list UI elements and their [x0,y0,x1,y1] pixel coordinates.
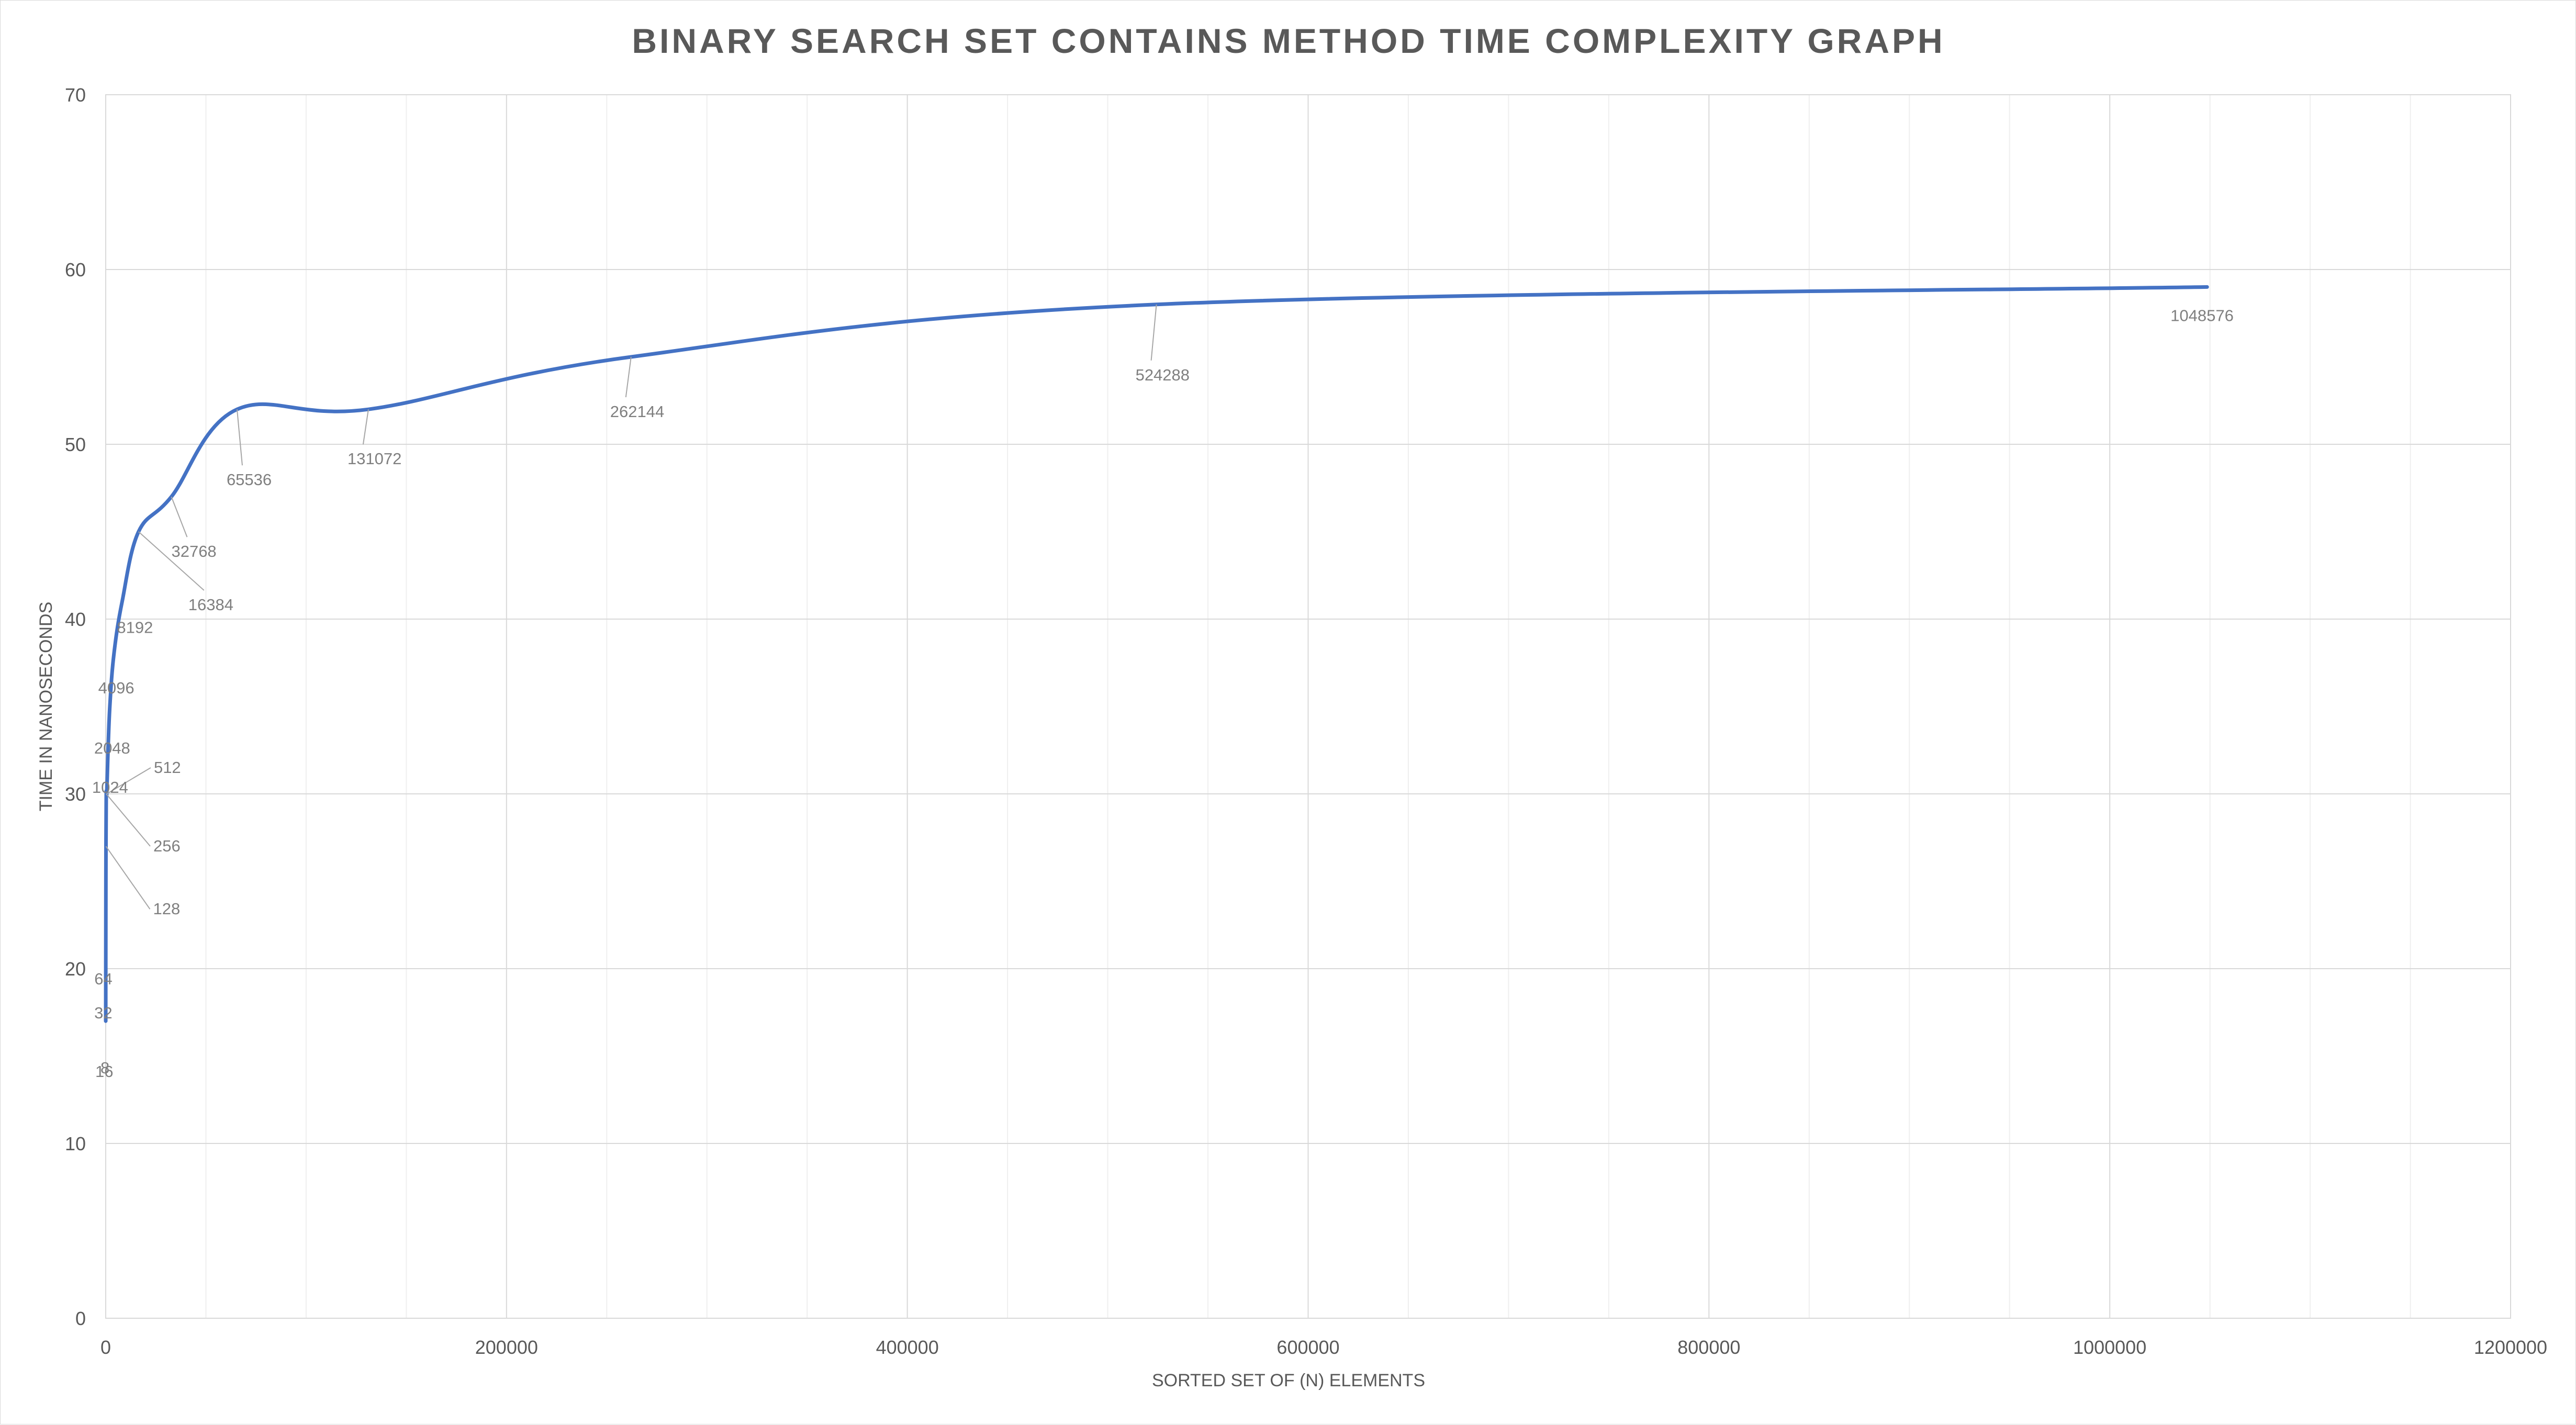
chart-title: BINARY SEARCH SET CONTAINS METHOD TIME C… [632,21,1945,60]
data-label: 65536 [227,470,272,489]
data-label: 256 [153,837,181,855]
x-tick-label: 1200000 [2474,1337,2547,1358]
data-label-leader [106,767,151,794]
x-tick-label: 800000 [1677,1337,1740,1358]
data-label-leader [625,356,632,398]
data-label: 8 [100,1059,109,1077]
data-label: 4096 [98,679,135,697]
series-line [104,285,2209,1023]
data-label: 131072 [348,450,401,468]
data-label: 8192 [117,619,153,637]
x-tick-label: 0 [100,1337,111,1358]
plot-area-border [105,94,2511,1319]
data-label-leader [106,793,151,847]
x-tick-label: 400000 [876,1337,939,1358]
data-label-leader [1150,304,1157,361]
y-tick-label: 40 [65,609,86,630]
data-label: 512 [154,758,181,777]
data-label: 2048 [94,739,130,757]
series-layer [104,285,2209,1023]
major-gridlines [105,94,2511,1319]
data-label-leader [236,409,243,466]
y-tick-label: 60 [65,259,86,280]
data-labels: 816 32 64 128 256 512 1024 2048 4096 8192 16384 327… [92,304,2234,1081]
data-label-leader [105,846,151,910]
data-label-leader [171,496,188,537]
y-axis-title: TIME IN NANOSECONDS [36,602,56,811]
x-tick-label: 600000 [1276,1337,1339,1358]
x-tick-label: 1000000 [2073,1337,2146,1358]
data-label-leader [362,409,369,445]
data-label: 524288 [1136,366,1190,384]
data-label: 64 [94,970,112,988]
y-tick-label: 10 [65,1133,86,1154]
y-tick-label: 30 [65,783,86,805]
data-label: 262144 [610,402,664,421]
data-label: 128 [153,900,180,918]
y-tick-label: 0 [75,1308,86,1329]
y-axis-ticks: 0 10 20 30 40 50 60 70 [65,84,86,1329]
data-label: 1024 [92,778,128,796]
data-label: 16 [95,1062,113,1081]
x-axis-title: SORTED SET OF (N) ELEMENTS [1152,1371,1425,1390]
x-axis-ticks: 0 200000 400000 600000 800000 1000000 1200000 [100,1337,2547,1358]
y-tick-label: 50 [65,434,86,455]
data-label-leader [138,531,205,591]
x-tick-label: 200000 [475,1337,538,1358]
data-label: 1048576 [2170,306,2234,324]
minor-gridlines [205,95,2411,1318]
data-label: 32768 [171,542,216,560]
y-tick-label: 70 [65,84,86,106]
data-label: 32 [94,1004,112,1022]
data-label: 16384 [188,596,233,614]
y-tick-label: 20 [65,958,86,980]
